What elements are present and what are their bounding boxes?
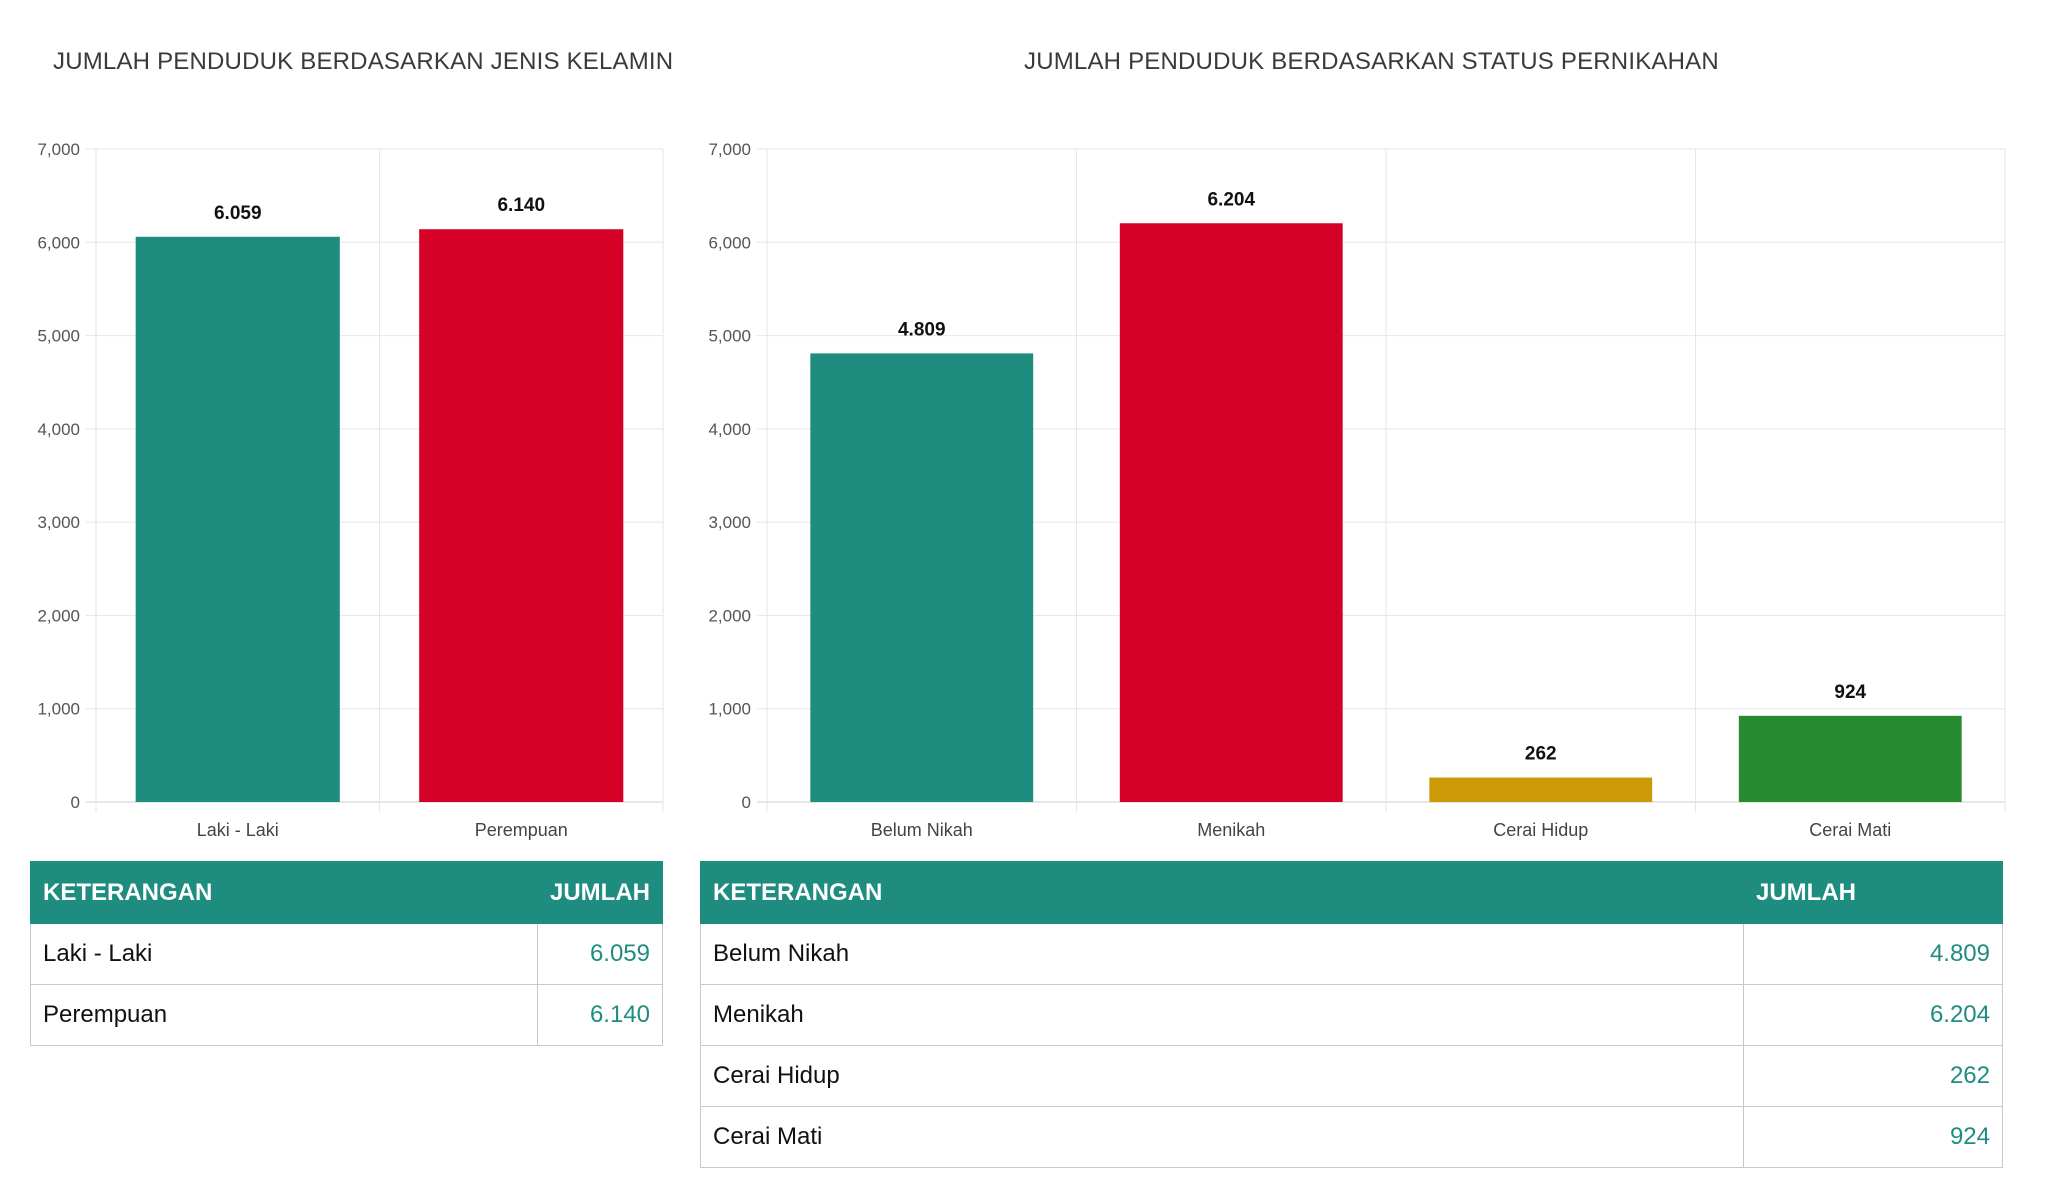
y-tick-label: 1,000 [37, 700, 80, 719]
column-header-jumlah: JUMLAH [1743, 861, 2003, 924]
bar-data-label: 6.059 [214, 203, 262, 224]
bar-data-label: 6.204 [1207, 189, 1255, 210]
row-label: Laki - Laki [30, 923, 538, 985]
bar [810, 353, 1034, 802]
y-tick-label: 0 [71, 793, 80, 812]
y-tick-label: 0 [742, 793, 751, 812]
row-value: 262 [1743, 1045, 2003, 1107]
y-tick-label: 4,000 [708, 420, 751, 439]
table-row: Laki - Laki 6.059 [30, 923, 663, 985]
row-value: 6.059 [537, 923, 663, 985]
x-category-label: Menikah [1197, 820, 1265, 840]
bar [135, 236, 340, 802]
x-category-label: Belum Nikah [871, 820, 973, 840]
bar-data-label: 262 [1525, 744, 1557, 765]
column-header-keterangan: KETERANGAN [700, 861, 1744, 924]
bar [1429, 777, 1653, 802]
y-tick-label: 3,000 [708, 513, 751, 532]
y-tick-label: 2,000 [37, 606, 80, 625]
row-label: Cerai Mati [700, 1106, 1744, 1168]
table-row: Belum Nikah 4.809 [700, 923, 2003, 985]
y-tick-label: 6,000 [37, 233, 80, 252]
y-tick-label: 5,000 [708, 327, 751, 346]
table-row: Cerai Hidup 262 [700, 1045, 2003, 1107]
row-label: Belum Nikah [700, 923, 1744, 985]
x-category-label: Perempuan [475, 820, 568, 840]
y-tick-label: 3,000 [37, 513, 80, 532]
row-value: 4.809 [1743, 923, 2003, 985]
x-category-label: Cerai Mati [1809, 820, 1891, 840]
table-row: Cerai Mati 924 [700, 1106, 2003, 1168]
gender-table: KETERANGAN JUMLAH Laki - Laki 6.059 Pere… [30, 861, 663, 1046]
bar [1738, 715, 1962, 802]
y-tick-label: 6,000 [708, 233, 751, 252]
column-header-jumlah: JUMLAH [537, 861, 663, 924]
y-tick-label: 5,000 [37, 327, 80, 346]
bar [419, 229, 624, 802]
row-value: 924 [1743, 1106, 2003, 1168]
row-value: 6.204 [1743, 984, 2003, 1046]
column-header-keterangan: KETERANGAN [30, 861, 538, 924]
table-header-row: KETERANGAN JUMLAH [30, 861, 663, 924]
marital-chart-title: JUMLAH PENDUDUK BERDASARKAN STATUS PERNI… [1024, 48, 1719, 75]
row-value: 6.140 [537, 984, 663, 1046]
bar [1119, 223, 1343, 802]
bar-data-label: 6.140 [497, 195, 545, 216]
table-row: Perempuan 6.140 [30, 984, 663, 1046]
y-tick-label: 4,000 [37, 420, 80, 439]
y-tick-label: 7,000 [37, 140, 80, 159]
table-header-row: KETERANGAN JUMLAH [700, 861, 2003, 924]
x-category-label: Laki - Laki [197, 820, 279, 840]
y-tick-label: 7,000 [708, 140, 751, 159]
gender-chart-title: JUMLAH PENDUDUK BERDASARKAN JENIS KELAMI… [53, 48, 674, 75]
row-label: Perempuan [30, 984, 538, 1046]
table-row: Menikah 6.204 [700, 984, 2003, 1046]
bar-data-label: 924 [1834, 682, 1866, 703]
row-label: Cerai Hidup [700, 1045, 1744, 1107]
x-category-label: Cerai Hidup [1493, 820, 1588, 840]
row-label: Menikah [700, 984, 1744, 1046]
marital-table: KETERANGAN JUMLAH Belum Nikah 4.809 Meni… [700, 861, 2003, 1168]
y-tick-label: 2,000 [708, 606, 751, 625]
bar-data-label: 4.809 [898, 319, 946, 340]
y-tick-label: 1,000 [708, 700, 751, 719]
